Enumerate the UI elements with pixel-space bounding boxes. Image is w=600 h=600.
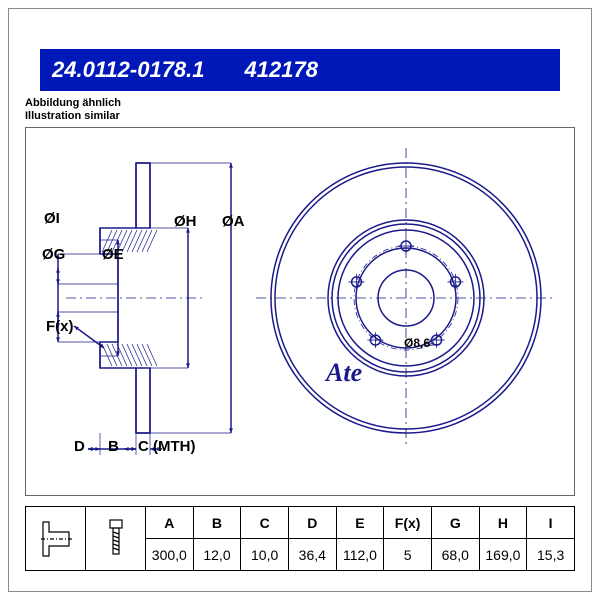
drawing-svg <box>26 128 574 468</box>
bolt-hole-label: Ø8,6 <box>404 336 430 350</box>
spec-col-D: D <box>288 507 336 539</box>
spec-table: ABCDEF(x)GHI 300,012,010,036,4112,0568,0… <box>25 506 575 571</box>
spec-col-C: C <box>241 507 289 539</box>
disc-profile-icon-cell <box>26 507 86 571</box>
spec-val-G: 68,0 <box>431 539 479 571</box>
disc-profile-icon <box>33 516 79 562</box>
subheader-line1: Abbildung ähnlich <box>25 97 575 110</box>
dim-label-H: ØH <box>174 213 197 230</box>
brand-logo: Ate <box>326 358 362 388</box>
spec-val-A: 300,0 <box>146 539 194 571</box>
part-number: 24.0112-0178.1 <box>52 57 205 83</box>
spec-val-H: 169,0 <box>479 539 527 571</box>
alt-number: 412178 <box>245 57 318 83</box>
spec-val-Fx: 5 <box>384 539 432 571</box>
spec-val-D: 36,4 <box>288 539 336 571</box>
spec-col-E: E <box>336 507 384 539</box>
spec-col-G: G <box>431 507 479 539</box>
dim-label-G: ØG <box>42 246 65 263</box>
dim-label-A: ØA <box>222 213 245 230</box>
spec-val-C: 10,0 <box>241 539 289 571</box>
spec-col-Fx: F(x) <box>384 507 432 539</box>
subheader: Abbildung ähnlich Illustration similar <box>25 97 575 123</box>
dim-label-B: B <box>108 438 119 455</box>
dim-label-E: ØE <box>102 246 124 263</box>
spec-header-row: ABCDEF(x)GHI <box>26 507 575 539</box>
dim-label-D: D <box>74 438 85 455</box>
bolt-icon-cell <box>86 507 146 571</box>
spec-col-I: I <box>527 507 575 539</box>
technical-drawing: Ate ØI ØG F(x) ØE ØH ØA D B C (MTH) Ø8,6 <box>25 127 575 496</box>
header-bar: 24.0112-0178.1 412178 <box>40 49 560 91</box>
dim-label-mth: C (MTH) <box>138 438 195 455</box>
spec-col-H: H <box>479 507 527 539</box>
bolt-icon <box>96 516 136 562</box>
spec-col-B: B <box>193 507 241 539</box>
spec-val-B: 12,0 <box>193 539 241 571</box>
subheader-line2: Illustration similar <box>25 110 575 123</box>
spec-val-E: 112,0 <box>336 539 384 571</box>
spec-col-A: A <box>146 507 194 539</box>
dim-label-I: ØI <box>44 210 60 227</box>
dim-label-Fx: F(x) <box>46 318 74 335</box>
spec-val-I: 15,3 <box>527 539 575 571</box>
product-card: 24.0112-0178.1 412178 Abbildung ähnlich … <box>8 8 592 592</box>
